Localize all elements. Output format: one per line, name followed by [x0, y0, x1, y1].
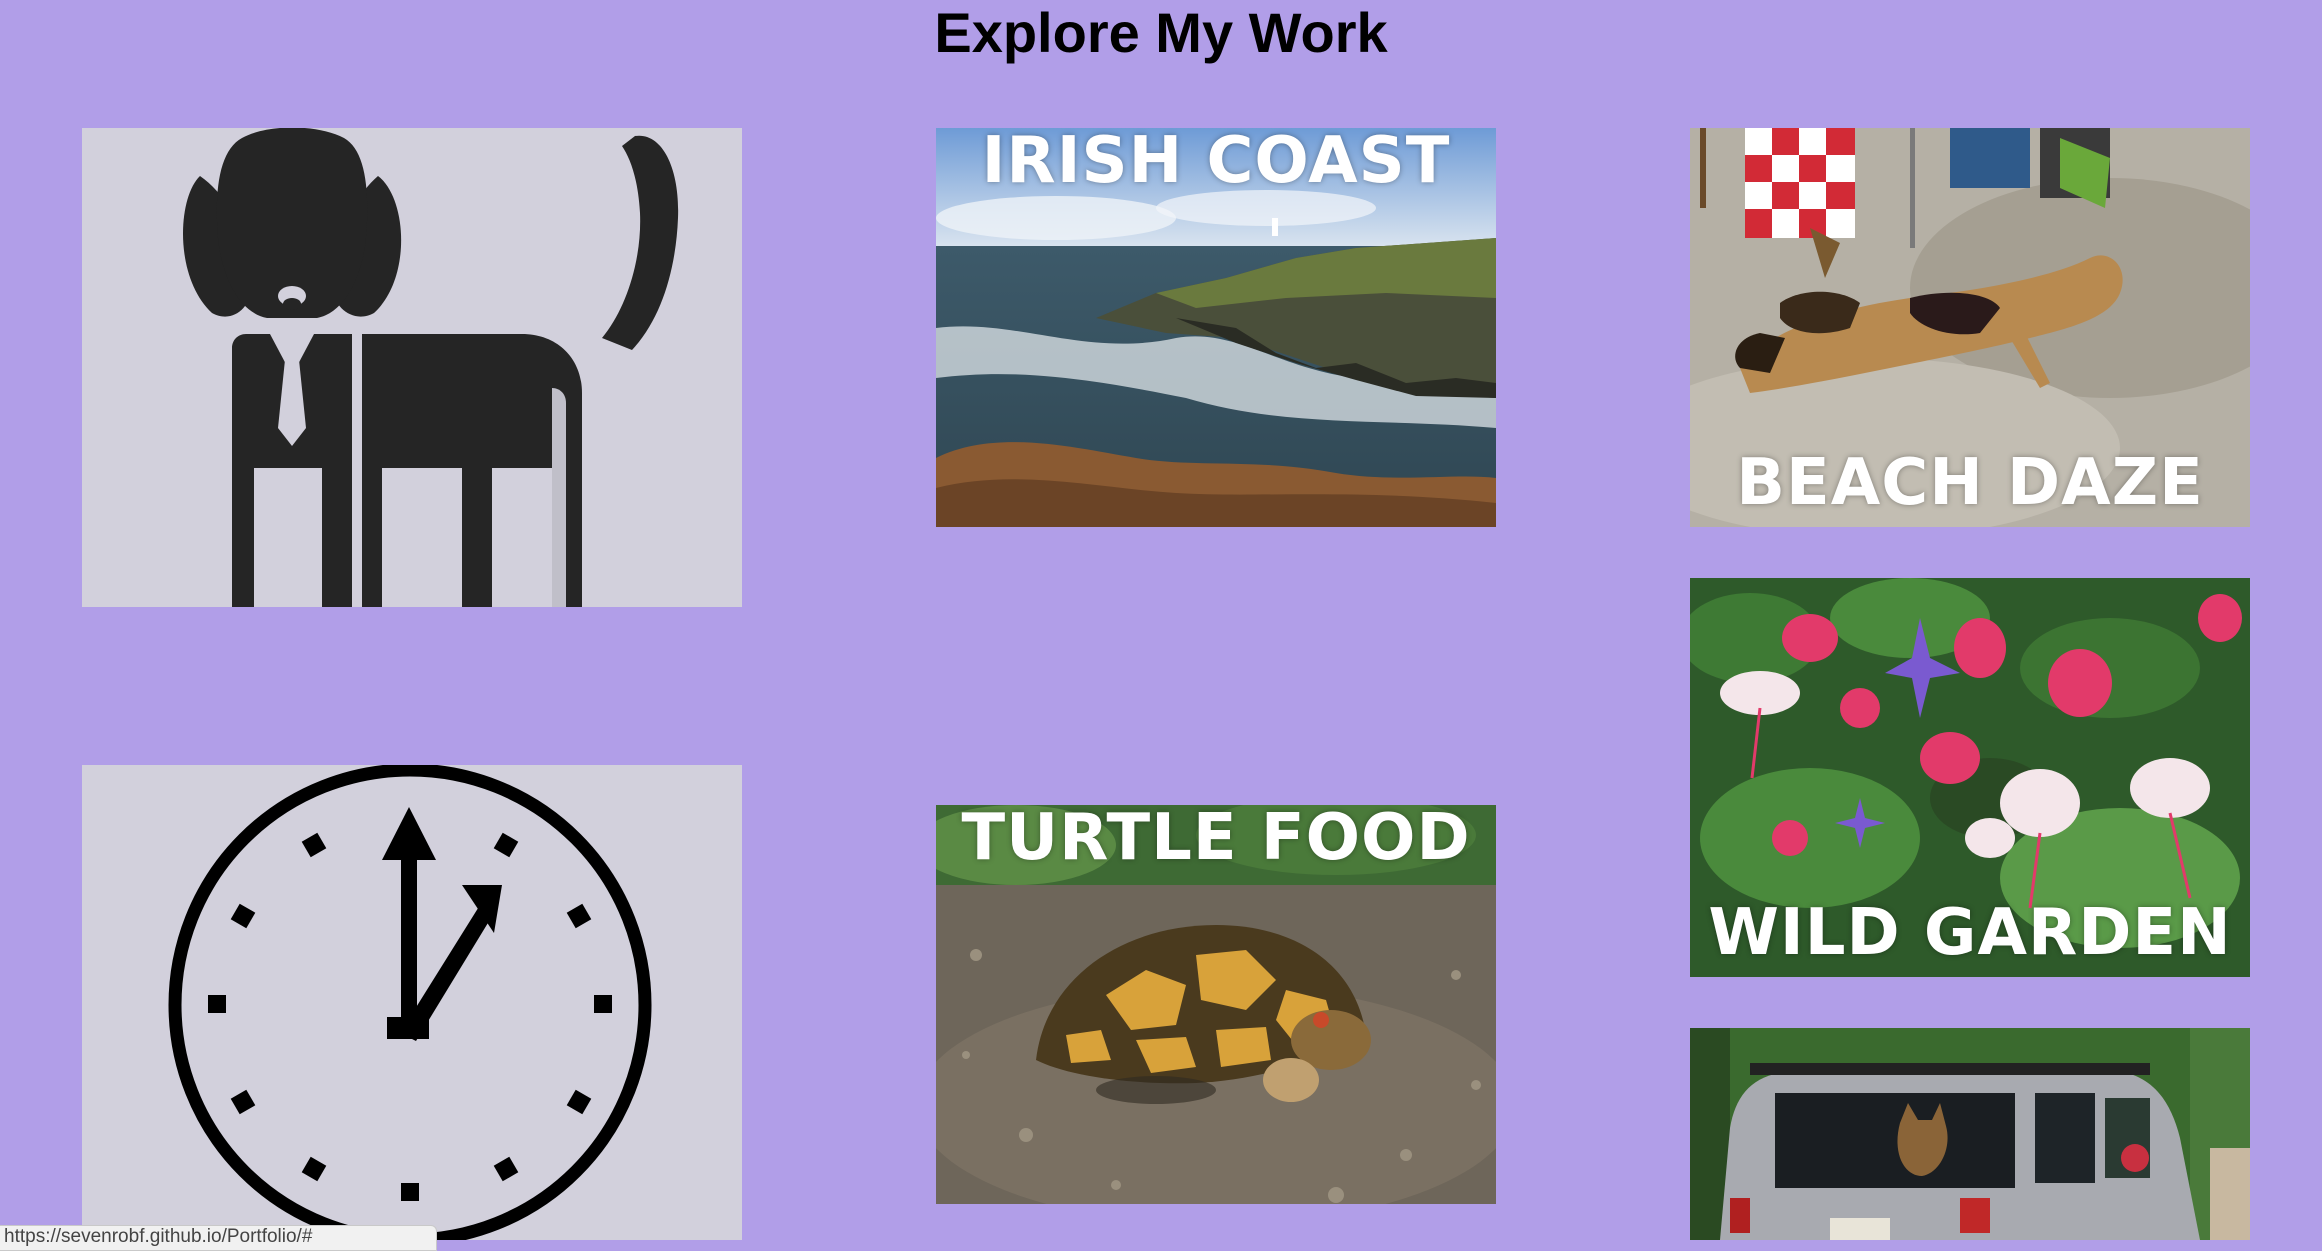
wild-garden-photo: [1690, 578, 2250, 977]
beach-daze-label: BEACH DAZE: [1736, 446, 2204, 520]
wild-garden-label: WILD GARDEN: [1708, 896, 2232, 970]
car-trip-tile[interactable]: [1690, 1028, 2250, 1240]
status-bar-url: https://sevenrobf.github.io/Portfolio/#: [0, 1225, 437, 1251]
turtle-food-tile[interactable]: TURTLE FOOD: [936, 805, 1496, 1204]
turtle-food-label: TURTLE FOOD: [961, 805, 1471, 875]
clock-icon: [168, 765, 652, 1240]
turtle-food-photo: [936, 805, 1496, 1204]
beach-daze-photo: [1690, 128, 2250, 527]
car-trip-photo: [1690, 1028, 2250, 1240]
clock-tile[interactable]: [82, 765, 742, 1240]
dog-portfolio-tile[interactable]: [82, 128, 742, 607]
irish-coast-tile[interactable]: IRISH COAST: [936, 128, 1496, 527]
dog-in-suit-icon: [182, 128, 679, 607]
beach-daze-tile[interactable]: BEACH DAZE: [1690, 128, 2250, 527]
wild-garden-tile[interactable]: WILD GARDEN: [1690, 578, 2250, 977]
irish-coast-photo: [936, 128, 1496, 527]
page-title: Explore My Work: [934, 1, 1388, 64]
irish-coast-label: IRISH COAST: [981, 128, 1451, 198]
